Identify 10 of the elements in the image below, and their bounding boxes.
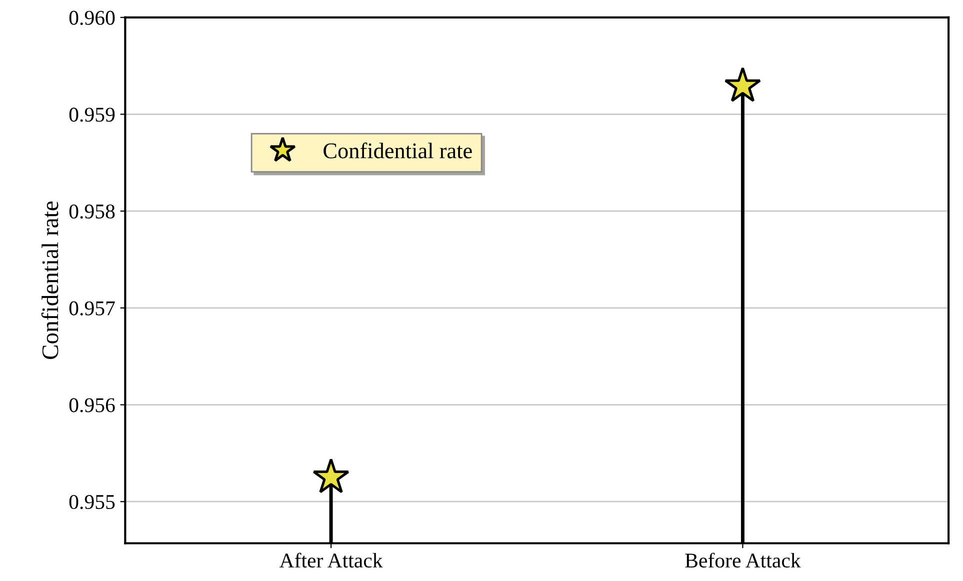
legend-label: Confidential rate xyxy=(324,142,472,158)
y-tick-label: 0.959 xyxy=(69,108,115,122)
x-tick-label: After Attack xyxy=(279,552,383,568)
y-tick-label: 0.956 xyxy=(69,398,115,412)
x-tick-label: Before Attack xyxy=(685,552,801,568)
y-tick-label: 0.955 xyxy=(69,494,115,510)
y-tick-label: 0.957 xyxy=(69,301,115,316)
y-tick-label: 0.958 xyxy=(69,204,115,219)
y-axis-title: Confidential rate xyxy=(41,201,58,360)
y-tick-label: 0.960 xyxy=(69,10,115,25)
